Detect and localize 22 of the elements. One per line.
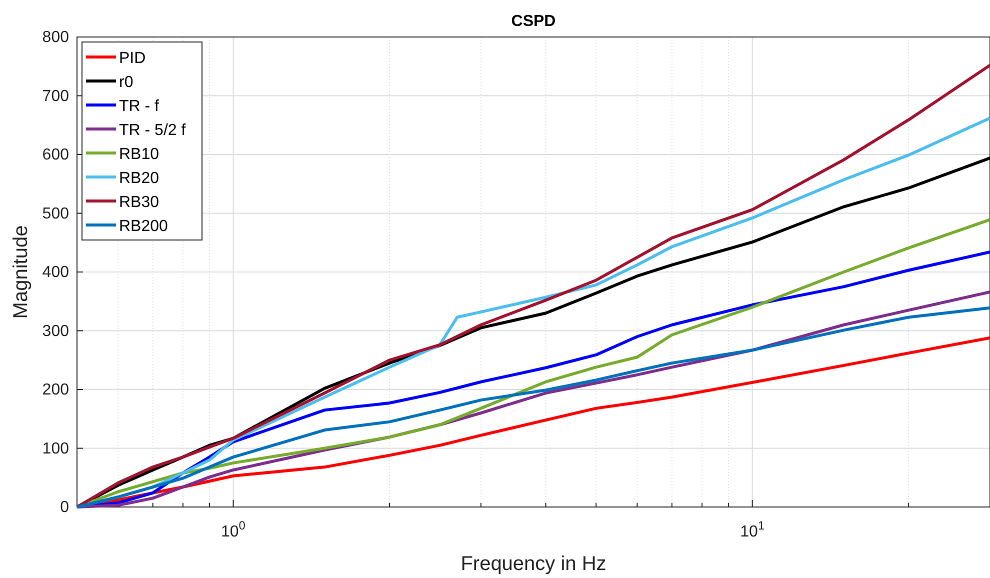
y-tick-label: 400 bbox=[42, 264, 70, 282]
y-tick-label: 200 bbox=[42, 382, 70, 399]
legend-label: RB30 bbox=[119, 194, 160, 211]
x-tick-label: 10$^{1}$ bbox=[740, 518, 765, 540]
legend-label: TR - f bbox=[119, 98, 160, 115]
legend-label: PID bbox=[119, 50, 146, 67]
legend-label: r0 bbox=[119, 74, 134, 91]
y-tick-label: 500 bbox=[42, 205, 70, 222]
legend-label: RB10 bbox=[119, 146, 160, 163]
y-axis-title: Magnitude bbox=[10, 225, 32, 319]
y-tick-label: 800 bbox=[42, 29, 70, 46]
y-tick-label: 100 bbox=[42, 440, 70, 458]
x-tick-label: 10$^{0}$ bbox=[221, 518, 246, 540]
legend-label: RB20 bbox=[119, 170, 160, 187]
y-tick-label: 700 bbox=[42, 88, 70, 105]
y-tick-label: 300 bbox=[42, 322, 70, 340]
y-tick-label: 0 bbox=[60, 499, 70, 516]
x-axis-title: Frequency in Hz bbox=[460, 553, 606, 575]
legend-label: TR - 5/2 f bbox=[119, 122, 186, 139]
chart-title: CSPD bbox=[511, 13, 556, 30]
y-tick-label: 600 bbox=[42, 146, 70, 164]
legend-label: RB200 bbox=[119, 218, 168, 235]
